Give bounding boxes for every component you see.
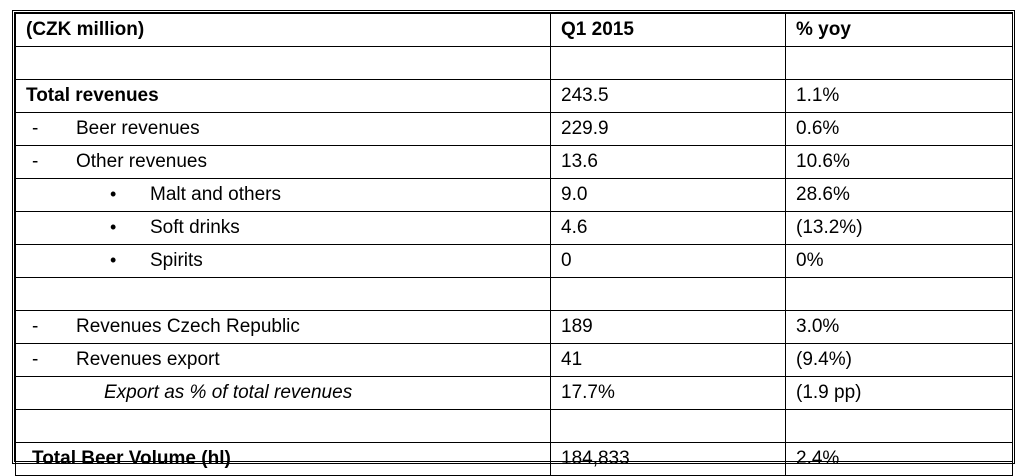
row-yoy: 3.0% [785,310,1013,344]
row-label-cell: • Malt and others [15,178,551,212]
row-label: Revenues Czech Republic [76,316,300,337]
empty-cell [15,277,551,311]
row-yoy: 10.6% [785,145,1013,179]
row-yoy: (9.4%) [785,343,1013,377]
row-label: Malt and others [150,184,281,205]
dash-marker: - [32,316,39,337]
row-yoy: (1.9 pp) [785,376,1013,410]
table-row: • Malt and others 9.0 28.6% [15,178,1013,212]
row-label: Soft drinks [150,217,240,238]
dash-marker: - [32,118,39,139]
financial-table: (CZK million) Q1 2015 % yoy Total revenu… [15,13,1013,476]
table-row: Export as % of total revenues 17.7% (1.9… [15,376,1013,410]
empty-cell [550,409,786,443]
table-row: Total Beer Volume (hl) 184,833 2.4% [15,442,1013,476]
row-yoy: 2.4% [785,442,1013,476]
empty-cell [15,409,551,443]
row-label: Total revenues [15,79,551,113]
row-label-cell: Export as % of total revenues [15,376,551,410]
row-value: 189 [550,310,786,344]
row-label-cell: • Soft drinks [15,211,551,245]
row-value: 4.6 [550,211,786,245]
row-value: 0 [550,244,786,278]
row-label: Total Beer Volume (hl) [15,442,551,476]
row-value: 17.7% [550,376,786,410]
empty-cell [550,46,786,80]
row-label-cell: • Spirits [15,244,551,278]
dash-marker: - [32,151,39,172]
bullet-icon: • [110,217,117,237]
row-value: 243.5 [550,79,786,113]
row-value: 13.6 [550,145,786,179]
header-row: (CZK million) Q1 2015 % yoy [15,13,1013,47]
header-yoy: % yoy [785,13,1013,47]
table-row: Total revenues 243.5 1.1% [15,79,1013,113]
row-label-cell: - Revenues Czech Republic [15,310,551,344]
row-label: Beer revenues [76,118,200,139]
row-value: 184,833 [550,442,786,476]
spacer-row [15,409,1013,443]
row-yoy: 0% [785,244,1013,278]
table-row: - Revenues export 41 (9.4%) [15,343,1013,377]
empty-cell [785,46,1013,80]
row-label: Export as % of total revenues [104,382,353,403]
financial-table-frame: (CZK million) Q1 2015 % yoy Total revenu… [12,10,1015,476]
header-unit: (CZK million) [15,13,551,47]
spacer-row [15,277,1013,311]
bullet-icon: • [110,250,117,270]
row-yoy: 0.6% [785,112,1013,146]
table-row: • Soft drinks 4.6 (13.2%) [15,211,1013,245]
row-label-cell: - Other revenues [15,145,551,179]
table-row: • Spirits 0 0% [15,244,1013,278]
dash-marker: - [32,349,39,370]
empty-cell [15,46,551,80]
empty-cell [785,277,1013,311]
row-label-cell: - Beer revenues [15,112,551,146]
table-row: - Other revenues 13.6 10.6% [15,145,1013,179]
table-row: - Beer revenues 229.9 0.6% [15,112,1013,146]
row-value: 41 [550,343,786,377]
row-label-cell: - Revenues export [15,343,551,377]
row-label: Revenues export [76,349,220,370]
header-period: Q1 2015 [550,13,786,47]
spacer-row [15,46,1013,80]
row-yoy: 1.1% [785,79,1013,113]
bullet-icon: • [110,184,117,204]
row-label: Other revenues [76,151,207,172]
row-yoy: (13.2%) [785,211,1013,245]
row-value: 229.9 [550,112,786,146]
empty-cell [785,409,1013,443]
empty-cell [550,277,786,311]
row-yoy: 28.6% [785,178,1013,212]
row-value: 9.0 [550,178,786,212]
table-row: - Revenues Czech Republic 189 3.0% [15,310,1013,344]
row-label: Spirits [150,250,203,271]
